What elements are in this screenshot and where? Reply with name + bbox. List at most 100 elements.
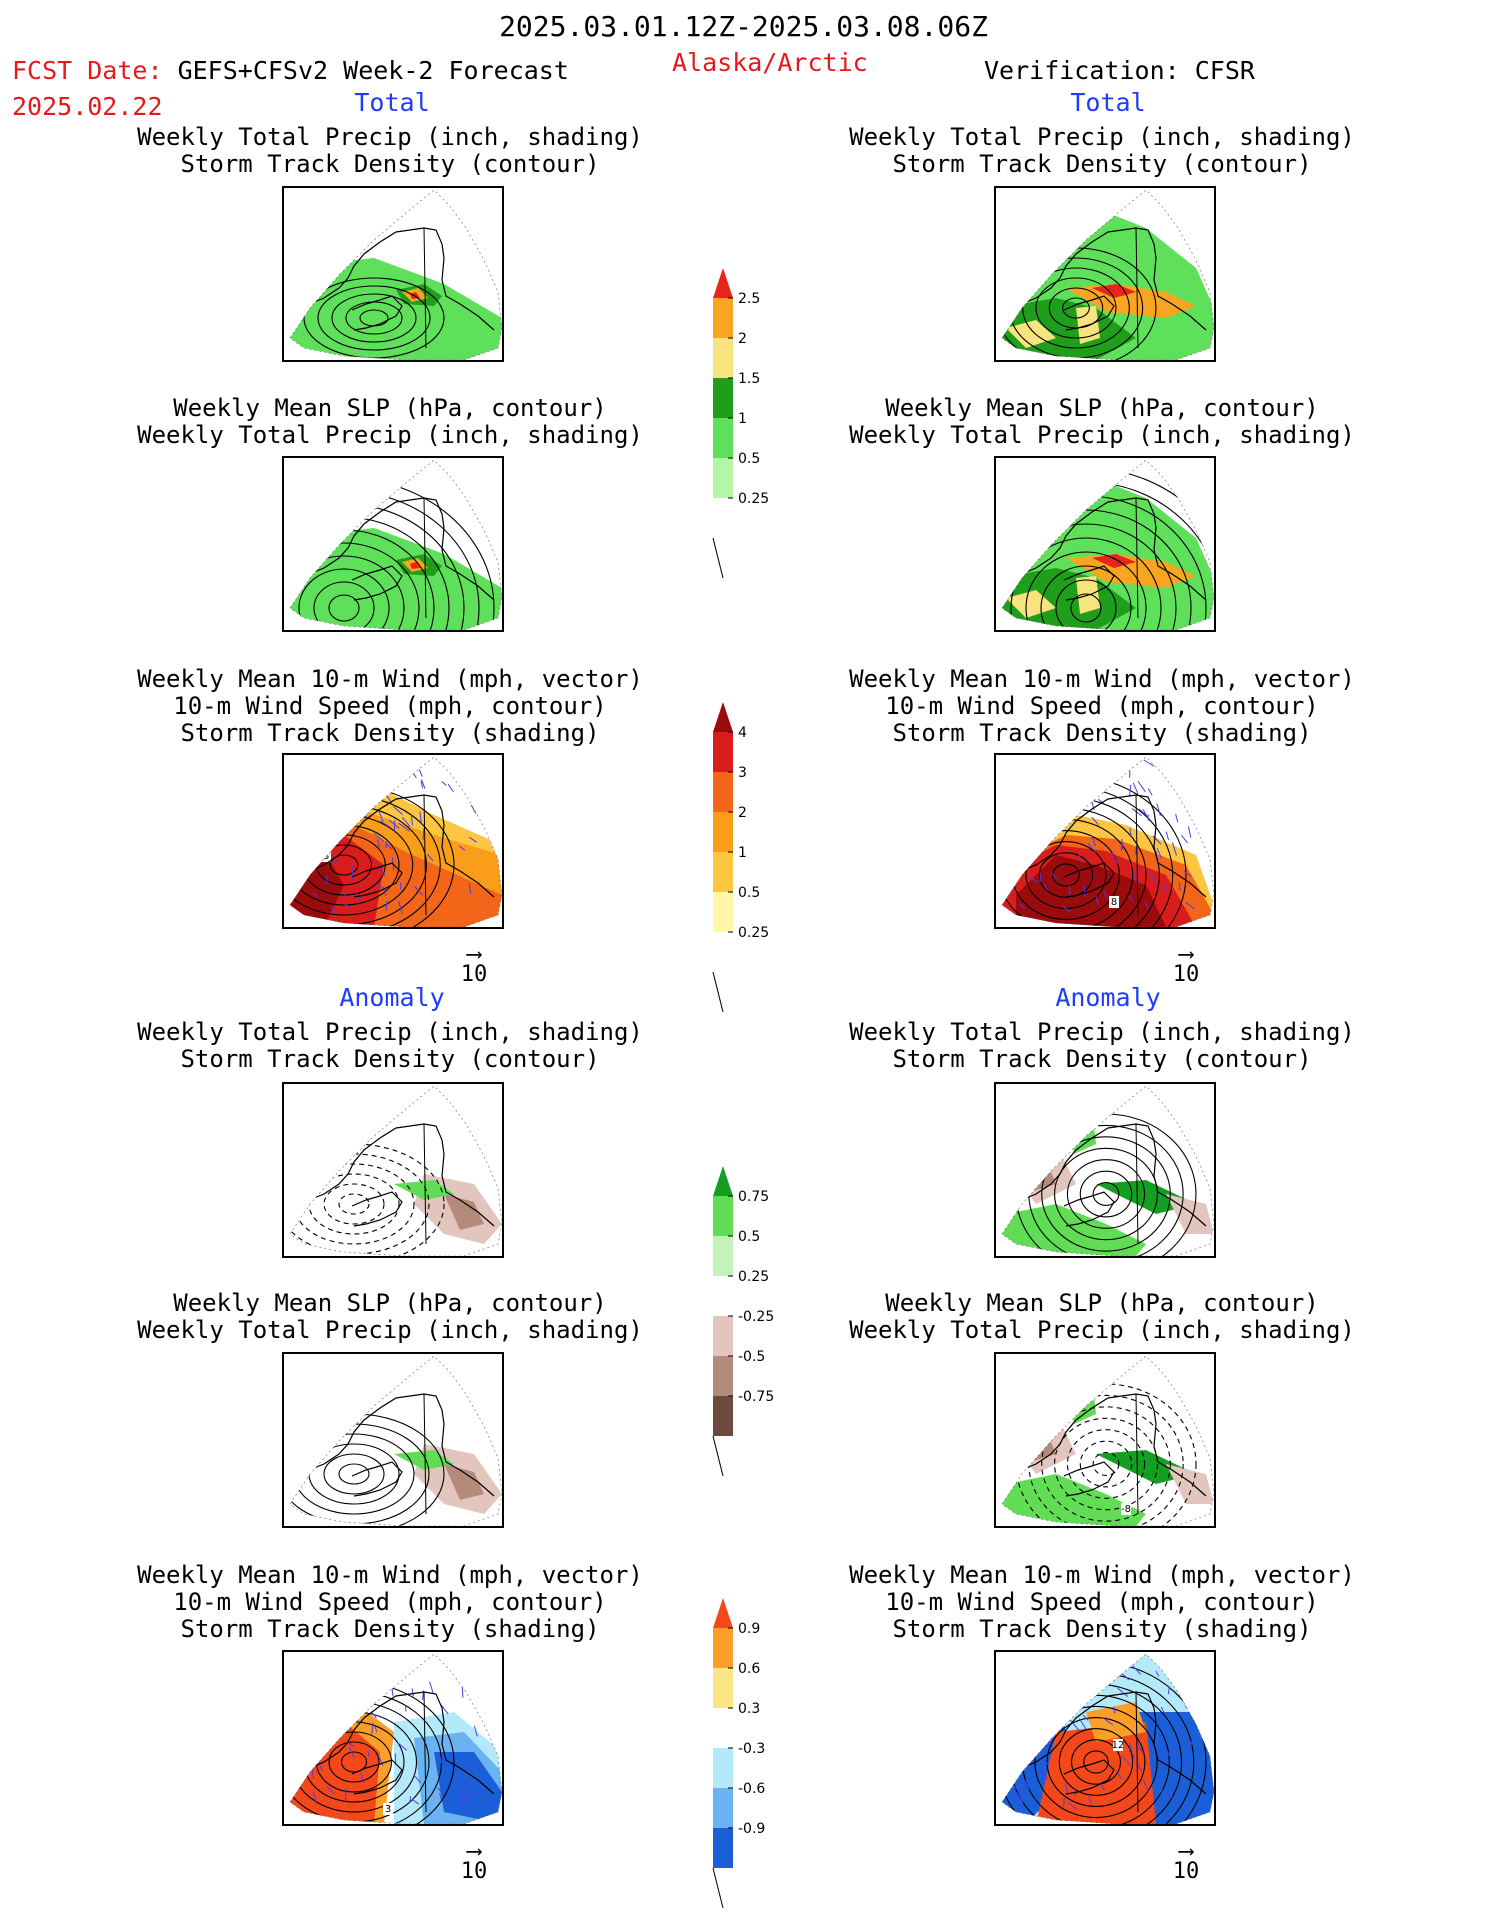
colorbar-segment	[713, 1788, 733, 1828]
panel-wt-l-vector-reference: ⟶10	[454, 948, 494, 987]
wind-vector	[1013, 1679, 1022, 1686]
colorbar-top-arrow	[713, 268, 733, 298]
wind-vector	[1136, 847, 1137, 855]
colorbar-segment	[713, 1748, 733, 1788]
wind-vector	[1064, 769, 1073, 776]
wind-vector	[328, 805, 337, 811]
panel-sp-l-title-line-1: Weekly Mean SLP (hPa, contour)	[100, 395, 680, 422]
panel-wt-l-title-line-3: Storm Track Density (shading)	[100, 720, 680, 747]
wind-vector	[1015, 810, 1019, 823]
wind-vector	[423, 828, 424, 839]
wind-vector	[1113, 765, 1120, 770]
panel-sp-r-map	[994, 456, 1216, 632]
panel-sp-r-title-line-1: Weekly Mean SLP (hPa, contour)	[812, 395, 1392, 422]
anomaly-shade	[1066, 1360, 1096, 1424]
wind-vector	[462, 1687, 463, 1698]
colorbar-segment	[713, 1668, 733, 1708]
colorbar-tick-label: -0.75	[738, 1389, 774, 1405]
wind-vector	[330, 1718, 338, 1723]
colorbar-tick-label: 0.25	[738, 925, 769, 941]
wind-vector	[1108, 760, 1118, 770]
wind-vector	[1066, 816, 1067, 824]
colorbar-segment	[713, 772, 733, 812]
fcst-date-label: FCST Date:	[12, 56, 163, 85]
wind-vector	[1075, 1663, 1079, 1671]
panel-as-l-title-line-1: Weekly Mean SLP (hPa, contour)	[100, 1290, 680, 1317]
reference-arrow-icon: ⟶	[1166, 1845, 1206, 1859]
wind-vector	[1121, 839, 1122, 851]
wind-vector	[1098, 771, 1101, 780]
colorbar-tick-label: 2	[738, 805, 747, 821]
panel-aw-r-title-line-2: 10-m Wind Speed (mph, contour)	[812, 1589, 1392, 1616]
panel-aw-l-title-line-2: 10-m Wind Speed (mph, contour)	[100, 1589, 680, 1616]
wind-vector	[383, 766, 384, 776]
colorbar-tick-label: 0.9	[738, 1621, 760, 1637]
wind-vector	[480, 1764, 481, 1770]
wind-vector	[1048, 1692, 1049, 1699]
panel-aw-r-vector-reference: ⟶10	[1166, 1845, 1206, 1884]
panel-sp-l-map	[282, 456, 504, 632]
wind-vector	[1067, 1680, 1069, 1689]
wind-vector	[1069, 780, 1072, 791]
colorbar-segment	[713, 1356, 733, 1396]
panel-wt-r-map: 8	[994, 753, 1216, 929]
wind-vector	[1029, 793, 1030, 802]
colorbar-segment	[713, 1236, 733, 1276]
panel-aw-l-map: 3	[282, 1650, 504, 1826]
panel-tp-r-title-line-2: Storm Track Density (contour)	[812, 151, 1392, 178]
panel-at-l-title-line-1: Weekly Total Precip (inch, shading)	[100, 1019, 680, 1046]
wind-vector	[1045, 1702, 1056, 1709]
panel-as-r-map: -8	[994, 1352, 1216, 1528]
colorbar-tick-label: 0.25	[738, 1269, 769, 1285]
wind-vector	[340, 812, 342, 824]
reference-arrow-icon: ⟶	[454, 1845, 494, 1859]
wind-vector	[1089, 1682, 1092, 1690]
wind-vector	[1013, 1757, 1018, 1766]
colorbar-tick-label: -0.3	[738, 1741, 765, 1757]
wind-vector	[1165, 1664, 1169, 1670]
colorbar-tick-label: -0.5	[738, 1349, 765, 1365]
colorbar-tick-label: -0.9	[738, 1821, 765, 1837]
wind-vector	[1190, 793, 1191, 800]
colorbar-top-arrow	[713, 1598, 733, 1628]
map-value-label: 12	[1112, 1740, 1125, 1751]
wind-vector	[354, 762, 364, 769]
colorbar-tick-label: 1	[738, 411, 747, 427]
panel-wt-r-title-line-2: 10-m Wind Speed (mph, contour)	[812, 693, 1392, 720]
wind-vector	[1122, 843, 1123, 850]
colorbar-tick-label: 0.5	[738, 885, 760, 901]
colorbar-segment	[713, 1828, 733, 1868]
colorbar-segment	[713, 932, 733, 972]
colorbar-bottom-arrow	[713, 538, 723, 578]
section-anomaly-right: Anomaly	[716, 983, 1487, 1012]
wind-vector	[405, 1705, 406, 1711]
map-value-label: 8	[1111, 897, 1117, 908]
wind-vector	[1043, 766, 1048, 771]
wind-vector	[1139, 866, 1140, 872]
reference-vector-label: 10	[454, 1859, 494, 1884]
fcst-header: FCST Date: GEFS+CFSv2 Week-2 Forecast	[12, 56, 569, 85]
colorbar-segment	[713, 458, 733, 498]
panel-as-l-title-line-2: Weekly Total Precip (inch, shading)	[100, 1317, 680, 1344]
panel-wt-r-title-line-1: Weekly Mean 10-m Wind (mph, vector)	[812, 666, 1392, 693]
anomaly-shade	[1066, 1090, 1096, 1154]
colorbar-tick-label: 2	[738, 331, 747, 347]
colorbar-tick-label: 4	[738, 725, 747, 741]
wind-vector	[1084, 1682, 1087, 1689]
region-label: Alaska/Arctic	[672, 48, 868, 77]
wind-vector	[325, 793, 328, 799]
panel-as-l-map	[282, 1352, 504, 1528]
colorbar-tick-label: 0.5	[738, 451, 760, 467]
panel-tp-r-title-line-1: Weekly Total Precip (inch, shading)	[812, 124, 1392, 151]
section-total-left: Total	[0, 88, 784, 117]
wind-vector	[1089, 795, 1090, 802]
panel-wt-l-map: 8	[282, 753, 504, 929]
wind-vector	[326, 824, 327, 831]
colorbar-bottom-arrow	[713, 1868, 723, 1908]
wind-vector	[329, 767, 334, 771]
colorbar-segment	[713, 732, 733, 772]
wind-vector	[374, 793, 377, 798]
section-anomaly-left: Anomaly	[0, 983, 784, 1012]
panel-at-l-title-line-2: Storm Track Density (contour)	[100, 1046, 680, 1073]
panel-as-r-title-line-1: Weekly Mean SLP (hPa, contour)	[812, 1290, 1392, 1317]
